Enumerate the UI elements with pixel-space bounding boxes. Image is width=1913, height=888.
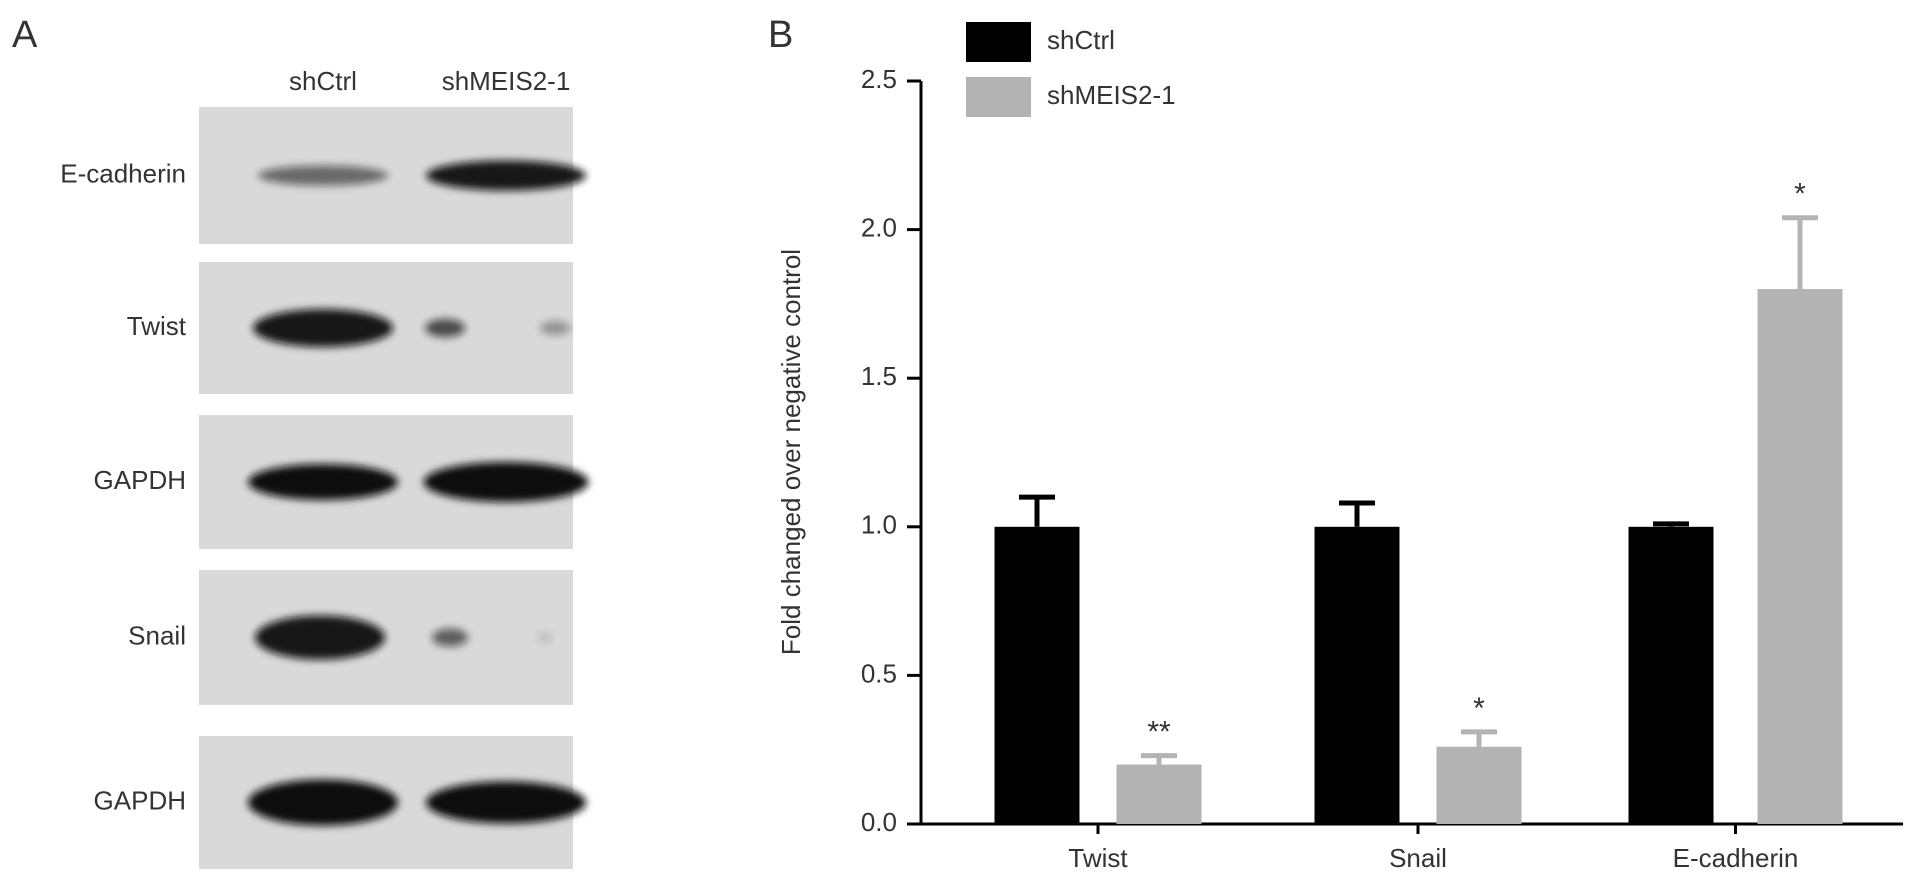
y-tick-label: 1.5 <box>861 361 897 391</box>
error-bar <box>1782 215 1818 290</box>
blot-band <box>540 321 570 335</box>
bar <box>1757 289 1843 824</box>
column-label: shMEIS2-1 <box>442 66 571 96</box>
western-blot: E-cadherin Twist GAPDH Snail GAPDH <box>60 107 589 869</box>
blot-band <box>248 779 398 826</box>
error-bar <box>1653 521 1689 527</box>
bar <box>1314 526 1400 824</box>
row-label: GAPDH <box>94 785 186 815</box>
y-tick-label: 0.0 <box>861 807 897 837</box>
legend-label: shCtrl <box>1047 25 1115 55</box>
y-tick-label: 2.0 <box>861 212 897 242</box>
bar <box>1436 746 1522 824</box>
error-bar <box>1461 729 1497 747</box>
y-tick-label: 1.0 <box>861 510 897 540</box>
significance-label: ** <box>1147 716 1171 749</box>
blot-band <box>258 165 388 186</box>
legend-swatch <box>966 77 1031 117</box>
blot-band <box>426 160 586 191</box>
legend-swatch <box>966 22 1031 62</box>
significance-label: * <box>1473 692 1485 725</box>
bar <box>994 526 1080 824</box>
y-tick-label: 2.5 <box>861 64 897 94</box>
row-label: GAPDH <box>94 465 186 495</box>
blot-band <box>425 319 465 337</box>
bar-chart: 0.0 0.5 1.0 1.5 2.0 2.5 Twist ** Snail * E-cadheri… <box>861 22 1903 873</box>
blot-band <box>423 462 589 502</box>
bar <box>1628 526 1714 824</box>
blot-band <box>255 615 385 660</box>
blot-band <box>248 464 398 500</box>
column-label: shCtrl <box>289 66 357 96</box>
y-tick-label: 0.5 <box>861 658 897 688</box>
row-label: E-cadherin <box>60 158 186 188</box>
significance-label: * <box>1794 178 1806 211</box>
error-bar <box>1019 494 1055 527</box>
panel-label: B <box>768 14 793 56</box>
blot-band <box>253 309 393 347</box>
x-tick-label: Snail <box>1389 843 1447 873</box>
row-label: Snail <box>128 620 186 650</box>
panel-label: A <box>12 14 38 56</box>
legend-label: shMEIS2-1 <box>1047 80 1176 110</box>
bar <box>1116 764 1202 824</box>
blot-band <box>426 781 586 824</box>
blot-band <box>538 632 552 643</box>
y-axis-title: Fold changed over negative control <box>776 249 806 655</box>
blot-band <box>432 628 468 647</box>
error-bar <box>1141 753 1177 765</box>
x-tick-label: Twist <box>1068 843 1128 873</box>
error-bar <box>1339 500 1375 527</box>
row-label: Twist <box>127 311 187 341</box>
x-tick-label: E-cadherin <box>1673 843 1799 873</box>
